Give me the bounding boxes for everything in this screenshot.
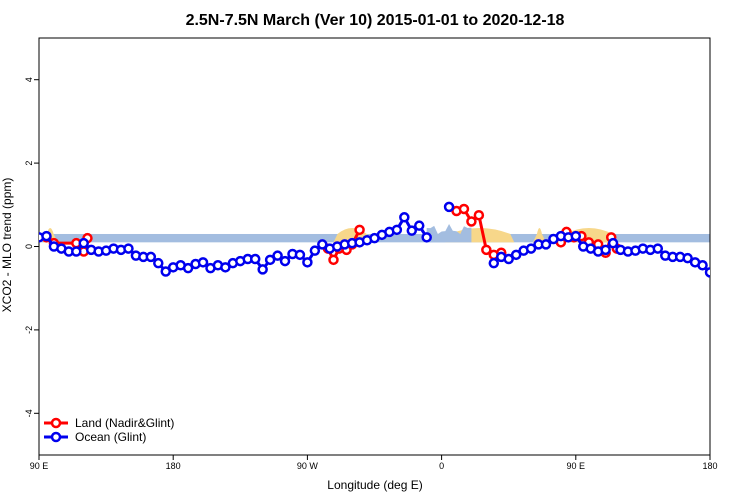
y-tick-label: 0 [24, 244, 34, 249]
legend-marker [50, 431, 62, 443]
data-point [145, 251, 157, 263]
data-point [466, 216, 477, 227]
data-point [399, 212, 410, 223]
data-point [160, 266, 171, 277]
data-point [153, 257, 164, 269]
data-point [704, 267, 710, 278]
x-axis-label: Longitude (deg E) [327, 478, 422, 492]
data-point [443, 201, 455, 213]
data-point [264, 254, 276, 266]
data-point [272, 250, 283, 261]
land-band [532, 227, 546, 243]
data-point [220, 262, 231, 273]
data-point [540, 239, 552, 250]
data-point [328, 254, 339, 266]
x-tick-label: 90 E [30, 461, 49, 471]
chart-title: 2.5N-7.5N March (Ver 10) 2015-01-01 to 2… [186, 12, 565, 29]
legend-label: Land (Nadir&Glint) [75, 416, 174, 430]
terrain-band [426, 223, 472, 243]
data-point [697, 260, 708, 271]
data-point [488, 257, 500, 269]
x-tick-label: 90 E [567, 461, 586, 471]
data-point [473, 209, 485, 221]
data-point [652, 243, 664, 254]
x-tick-label: 180 [702, 461, 717, 471]
x-tick-label: 90 W [297, 461, 319, 471]
data-point [607, 237, 619, 249]
y-tick-label: -4 [24, 409, 34, 417]
y-tick-label: -2 [24, 326, 34, 334]
legend-label: Ocean (Glint) [75, 430, 146, 444]
y-tick-label: 2 [24, 161, 34, 166]
data-point [503, 253, 514, 265]
data-point [182, 262, 194, 274]
data-point [249, 253, 261, 265]
x-tick-label: 180 [166, 461, 181, 471]
data-point [413, 220, 425, 231]
data-point [317, 239, 328, 250]
data-point [406, 225, 418, 236]
data-point [71, 246, 82, 257]
data-point [570, 230, 582, 242]
data-point [197, 257, 209, 268]
legend: Land (Nadir&Glint)Ocean (Glint) [44, 416, 174, 444]
data-point [600, 244, 611, 256]
data-point [257, 264, 268, 275]
data-point [458, 203, 470, 215]
x-tick-label: 0 [439, 461, 444, 471]
data-point [309, 245, 321, 256]
y-tick-label: 4 [24, 77, 34, 82]
data-point [391, 224, 403, 236]
series-ocean [39, 201, 710, 278]
data-point [682, 252, 693, 264]
data-point [78, 237, 89, 249]
plot-area: -4 -2 0 2 4 90 E 180 90 W 0 90 E 180 Land (Nadir&Gl… [24, 37, 718, 471]
data-point [123, 243, 134, 254]
data-point [510, 249, 522, 261]
data-point [525, 243, 537, 254]
y-axis-label: XCO2 - MLO trend (ppm) [0, 178, 14, 313]
data-point [421, 232, 432, 243]
data-point [481, 244, 492, 256]
data-point [41, 230, 52, 242]
data-point [302, 257, 313, 268]
data-point [279, 255, 291, 267]
legend-marker [50, 417, 62, 429]
data-point [354, 224, 365, 236]
data-point [294, 249, 306, 261]
